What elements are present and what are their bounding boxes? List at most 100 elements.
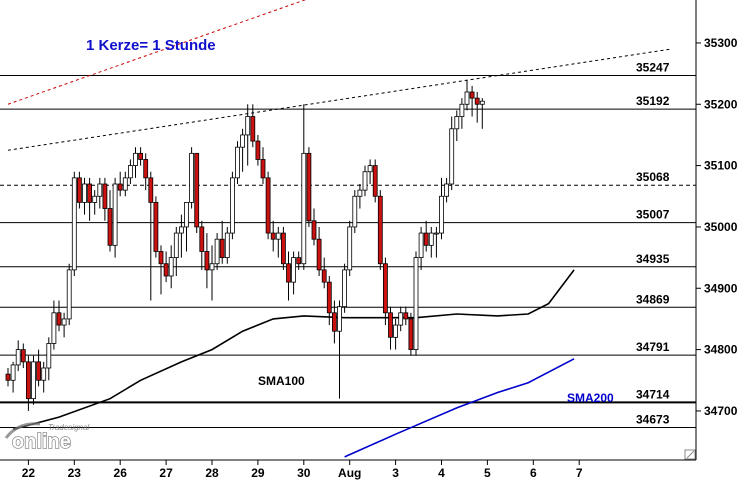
logo-name-text: online [12,431,71,453]
trendline [7,0,307,105]
moving-averages [12,269,575,458]
candle-body [41,367,47,381]
sma200-line [344,358,575,458]
x-tick-label: 22 [22,466,36,480]
candle-body [5,373,11,381]
level-label: 35068 [636,170,670,184]
candle-body [428,232,434,246]
candle-body [31,361,36,400]
candle-body [153,201,159,252]
candle-body [316,238,322,271]
candle-body [352,195,358,228]
level-label: 34935 [636,252,670,266]
candle-body [357,189,363,197]
level-label: 34869 [636,292,670,306]
candle-body [433,232,439,235]
candle-body [51,312,57,344]
tradesignal-online-logo: Tradesignal online [4,422,89,454]
candle-body [158,251,164,265]
candle-body [393,324,399,338]
y-tick-label: 34700 [704,404,738,418]
candle-body [56,312,62,326]
y-tick-label: 35300 [704,36,738,50]
resize-handle-mark [686,450,695,459]
candle-body [311,220,317,240]
y-tick-label: 34900 [704,281,738,295]
candle-body [377,195,383,265]
candle-body [127,165,133,179]
candle-body [219,238,225,258]
level-label: 35247 [636,60,670,74]
x-tick-label: 23 [68,466,82,480]
y-tick-label: 35100 [704,159,738,173]
candle-body [413,257,419,351]
x-tick-label: 29 [251,466,265,480]
candle-body [474,97,480,105]
level-labels: 35247 35192 35068 35007 34935 34869 34791 34714… [636,60,670,426]
candles [5,79,485,411]
trendline [7,48,672,151]
logo-brand-text: Tradesignal [48,423,89,432]
candle-body [20,349,26,363]
candle-body [469,91,475,99]
x-tick-label: 27 [159,466,173,480]
candle-body [250,116,256,142]
candle-body [15,349,21,366]
candle-body [423,232,429,246]
candle-body [398,312,404,326]
candle-body [408,318,414,350]
candle-body [280,232,286,265]
candle-body [117,183,123,191]
candle-body [275,232,281,240]
x-axis: 22 23 26 27 28 29 30 Aug 3 4 5 6 7 [22,460,583,480]
candle-body [388,312,393,338]
candle-body [178,226,184,234]
candle-body [87,183,92,203]
candle-body [286,263,291,283]
candle-body [194,152,200,228]
candle-body [403,312,409,320]
candle-body [148,177,154,203]
candle-body [321,269,327,283]
candle-body [439,195,444,234]
candle-body [382,263,388,314]
candle-body [444,183,450,197]
sma100-line [12,269,575,431]
candle-body [260,159,266,179]
level-label: 35192 [636,94,670,108]
x-tick-label: 30 [297,466,311,480]
x-tick-label: 7 [576,466,583,480]
candle-body [82,183,87,203]
candle-body [71,177,77,271]
sma100-label: SMA100 [258,374,305,388]
candle-body [138,152,144,160]
candle-body [449,128,455,185]
candle-body [204,251,210,271]
candle-body [265,177,271,234]
candle-body [331,312,337,332]
candle-body [10,364,16,381]
candle-body [92,195,98,203]
x-tick-label: 3 [392,466,399,480]
candle-body [301,152,307,265]
candle-body [199,226,205,252]
candle-body [326,281,332,314]
level-label: 34791 [636,340,670,354]
candle-body [107,208,113,246]
trendlines [7,0,672,151]
x-tick-label: 5 [484,466,491,480]
candle-body [270,232,276,240]
candle-body [418,232,424,258]
candle-body [291,257,297,283]
candle-body [337,306,342,332]
candle-body [112,183,118,246]
candle-body [367,165,373,173]
y-tick-label: 35000 [704,220,738,234]
candle-body [229,177,235,234]
candle-body [143,159,149,179]
candle-body [189,152,195,203]
candle-body [255,140,261,160]
candle-body [235,146,240,179]
candle-body [342,269,348,308]
